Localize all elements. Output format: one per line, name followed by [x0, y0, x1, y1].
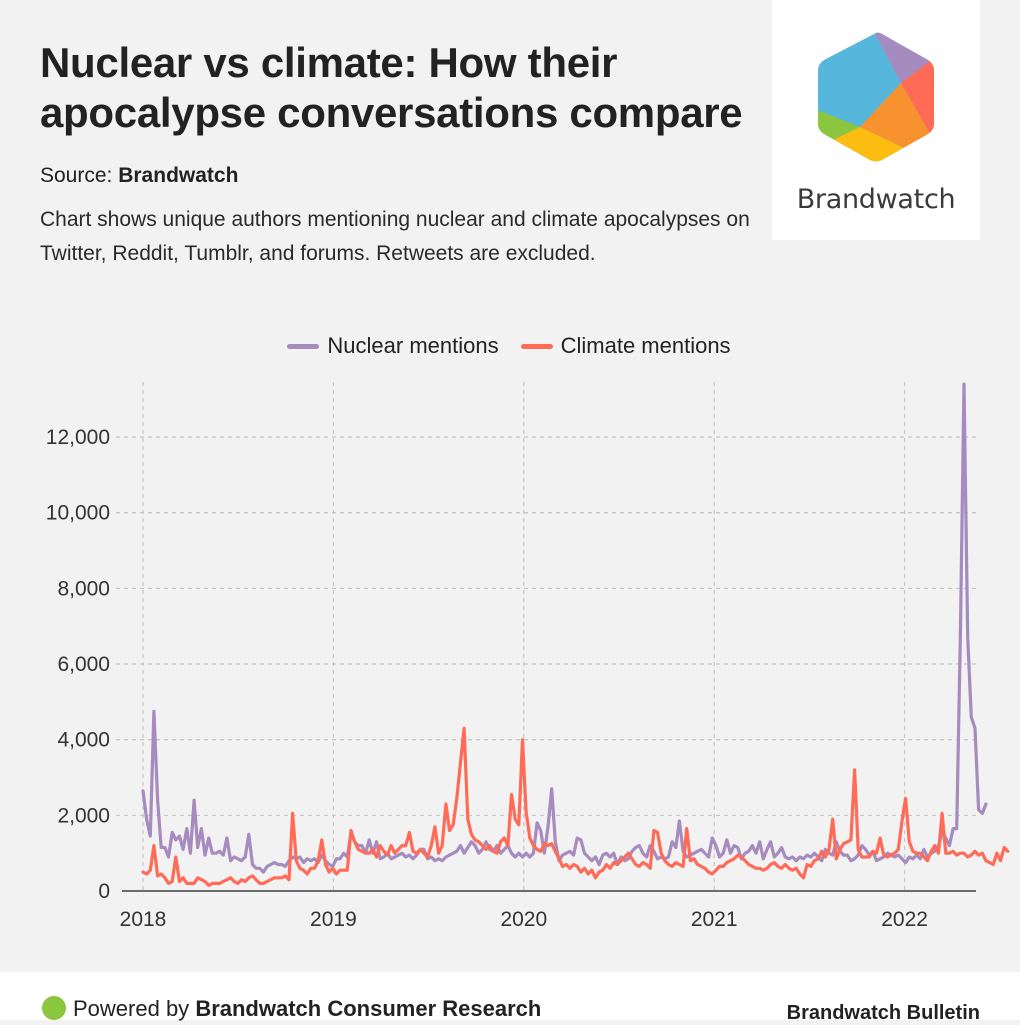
powered-by-text: Powered by Brandwatch Consumer Research — [73, 996, 541, 1022]
series-layer — [141, 382, 1010, 887]
y-tick-label: 10,000 — [46, 502, 110, 525]
powered-by-name: Brandwatch Consumer Research — [195, 996, 542, 1021]
legend-item-nuclear[interactable]: Nuclear mentions — [287, 333, 499, 359]
logo-segment-red — [901, 52, 934, 140]
y-tick-label: 6,000 — [57, 653, 110, 676]
series-line-climate-mentions — [141, 726, 1010, 887]
x-tick-label: 2022 — [881, 908, 928, 930]
footer-brand-label: Brandwatch Bulletin — [786, 1002, 980, 1024]
source-line: Source: Brandwatch — [40, 164, 238, 188]
powered-by-dot-icon — [42, 996, 66, 1020]
legend-swatch-nuclear — [287, 343, 320, 349]
grid-layer — [116, 382, 976, 891]
logo-wordmark: Brandwatch — [796, 184, 956, 215]
y-tick-label: 8,000 — [57, 577, 110, 600]
legend-label-climate: Climate mentions — [560, 333, 731, 358]
axis-layer: 0 2,000 4,000 6,000 8,000 10,000 12,000 2018 201… — [46, 426, 976, 930]
chart-title: Nuclear vs climate: How their apocalypse… — [40, 39, 743, 136]
x-tick-label: 2021 — [691, 908, 738, 930]
line-chart: 0 2,000 4,000 6,000 8,000 10,000 12,000 2018 201… — [46, 382, 1010, 930]
y-tick-label: 12,000 — [46, 426, 110, 449]
chart-description: Chart shows unique authors mentioning nu… — [40, 208, 750, 265]
series-line-nuclear-mentions — [141, 382, 988, 874]
x-tick-label: 2020 — [500, 908, 547, 930]
powered-by-prefix: Powered by — [73, 996, 190, 1021]
logo-segment-orange — [860, 83, 932, 150]
source-label: Source: — [40, 164, 113, 187]
x-tick-label: 2019 — [310, 908, 357, 930]
legend-label-nuclear: Nuclear mentions — [327, 333, 499, 358]
y-tick-label: 2,000 — [57, 804, 110, 827]
footer: Powered by Brandwatch Consumer Research … — [0, 972, 1020, 1024]
brand-logo: Brandwatch — [772, 0, 980, 240]
x-tick-label: 2018 — [120, 908, 167, 930]
legend-swatch-climate — [520, 343, 553, 349]
chart-legend: Nuclear mentions Climate mentions — [0, 333, 1020, 359]
hexagon-logo-icon — [818, 32, 934, 162]
y-tick-label: 4,000 — [57, 729, 110, 752]
source-name: Brandwatch — [118, 164, 239, 187]
y-tick-label: 0 — [98, 880, 110, 903]
legend-item-climate[interactable]: Climate mentions — [520, 333, 731, 359]
